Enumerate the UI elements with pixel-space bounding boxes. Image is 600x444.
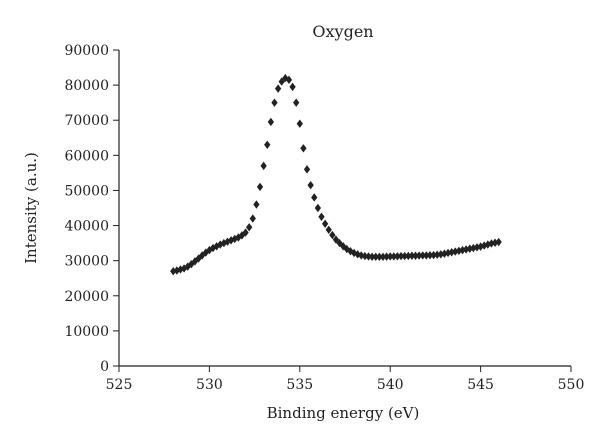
data-point bbox=[488, 239, 495, 248]
data-point bbox=[253, 200, 260, 209]
chart-title: Oxygen bbox=[312, 22, 373, 41]
data-point bbox=[184, 262, 191, 271]
x-tick-label: 540 bbox=[377, 377, 404, 393]
y-axis-label: Intensity (a.u.) bbox=[22, 152, 40, 264]
data-point bbox=[419, 251, 426, 260]
x-tick-label: 535 bbox=[286, 377, 313, 393]
data-point bbox=[329, 230, 336, 240]
data-point bbox=[227, 236, 235, 245]
data-point bbox=[455, 246, 463, 256]
data-point bbox=[300, 144, 307, 153]
data-point bbox=[314, 203, 322, 213]
data-point bbox=[321, 219, 329, 228]
y-tick-label: 50000 bbox=[64, 183, 109, 199]
data-point bbox=[307, 180, 314, 190]
y-tick-label: 60000 bbox=[64, 148, 109, 164]
x-tick-label: 545 bbox=[467, 377, 494, 393]
x-tick-label: 550 bbox=[558, 377, 585, 393]
x-axis-label: Binding energy (eV) bbox=[267, 404, 420, 422]
data-point bbox=[242, 228, 249, 237]
y-tick-label: 40000 bbox=[64, 219, 109, 235]
data-point bbox=[397, 251, 405, 261]
data-point bbox=[376, 252, 383, 262]
data-point bbox=[282, 73, 289, 83]
data-point bbox=[285, 75, 293, 85]
data-point bbox=[401, 251, 408, 261]
data-point bbox=[274, 84, 282, 93]
data-point bbox=[336, 238, 343, 248]
data-point bbox=[195, 254, 202, 263]
data-point bbox=[368, 252, 376, 262]
data-point bbox=[390, 252, 397, 261]
data-point bbox=[267, 117, 275, 127]
data-points bbox=[170, 73, 502, 276]
data-point bbox=[220, 238, 228, 248]
data-point bbox=[415, 251, 423, 260]
data-point bbox=[387, 252, 394, 261]
data-point bbox=[441, 249, 448, 258]
data-point bbox=[271, 98, 278, 107]
y-tick-label: 70000 bbox=[64, 113, 109, 129]
data-point bbox=[426, 251, 434, 260]
y-tick-label: 90000 bbox=[64, 43, 109, 59]
data-point bbox=[434, 250, 441, 259]
data-point bbox=[260, 161, 267, 171]
data-point bbox=[325, 225, 332, 234]
y-tick-label: 0 bbox=[100, 359, 109, 375]
x-tick-label: 525 bbox=[106, 377, 133, 393]
data-point bbox=[379, 252, 387, 262]
data-point bbox=[249, 214, 256, 223]
data-point bbox=[180, 264, 188, 273]
data-point bbox=[289, 82, 296, 92]
data-point bbox=[448, 248, 455, 257]
data-point bbox=[246, 223, 253, 232]
data-point bbox=[318, 212, 325, 221]
y-tick-label: 80000 bbox=[64, 78, 109, 94]
data-point bbox=[423, 251, 430, 260]
data-point bbox=[224, 237, 231, 246]
data-point bbox=[311, 193, 318, 202]
data-point bbox=[412, 251, 419, 260]
y-axis: 0 10000 20000 30000 40000 50000 60000 70000 8000… bbox=[64, 43, 119, 375]
y-tick-label: 30000 bbox=[64, 254, 109, 270]
data-point bbox=[365, 252, 372, 261]
data-point bbox=[459, 245, 466, 255]
data-point bbox=[372, 252, 379, 262]
data-point bbox=[354, 250, 361, 259]
data-point bbox=[293, 98, 300, 107]
data-point bbox=[430, 250, 437, 260]
data-point bbox=[296, 119, 303, 128]
data-point bbox=[481, 241, 488, 250]
data-point bbox=[303, 165, 311, 174]
data-point bbox=[495, 237, 502, 247]
y-tick-label: 20000 bbox=[64, 289, 109, 305]
x-axis: 525 530 535 540 545 550 bbox=[106, 366, 585, 393]
data-point bbox=[361, 251, 369, 261]
data-point bbox=[394, 252, 401, 261]
data-point bbox=[256, 182, 264, 192]
data-point bbox=[405, 251, 412, 261]
x-tick-label: 530 bbox=[196, 377, 223, 393]
data-point bbox=[264, 140, 271, 149]
data-point bbox=[473, 243, 481, 252]
data-point bbox=[202, 248, 209, 257]
data-point bbox=[383, 252, 390, 261]
data-point bbox=[408, 251, 416, 260]
data-point bbox=[206, 245, 213, 255]
y-tick-label: 10000 bbox=[64, 324, 109, 340]
